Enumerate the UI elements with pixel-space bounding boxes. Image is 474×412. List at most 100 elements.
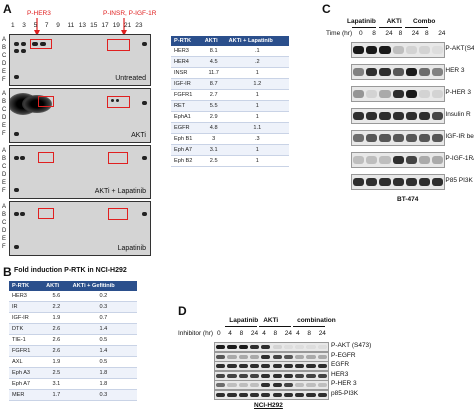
row-letter: A (2, 204, 7, 210)
group-underline (225, 326, 258, 327)
band (238, 383, 248, 387)
row-label: P-HER 3 (445, 89, 472, 96)
band (419, 68, 431, 76)
band (317, 345, 327, 349)
table-row: Eph A3 2.5 1.8 (9, 367, 137, 379)
array-caption: Lapatinib (117, 245, 146, 252)
table-row: RET 5.5 1 (171, 100, 289, 112)
band (261, 364, 271, 368)
table-cell: 1.4 (69, 345, 137, 357)
row-letter: A (2, 91, 7, 97)
blot-strip (214, 389, 329, 400)
band (366, 90, 378, 98)
table-cell: 3.1 (43, 378, 70, 390)
table-cell: HER4 (171, 56, 202, 68)
time-value: 4 (262, 330, 266, 337)
band (249, 373, 260, 378)
band (353, 134, 365, 142)
blot-strip (351, 174, 446, 190)
band (405, 90, 417, 98)
band (261, 392, 271, 397)
column-number: 21 (124, 22, 132, 29)
band (272, 364, 282, 368)
row-letter: D (2, 172, 7, 178)
row-letter: A (2, 148, 7, 154)
band (249, 345, 260, 349)
row-label: Insulin R (445, 111, 471, 118)
row-label: P-IGF-1R/IR (445, 155, 474, 162)
time-value: 8 (239, 330, 244, 337)
table-header: AKTi + Lapatinib (225, 36, 289, 46)
table-cell: 11.7 (201, 67, 226, 79)
table-cell: FGFR1 (9, 345, 44, 357)
panel-a-letter: A (3, 2, 12, 16)
band (366, 68, 378, 76)
group-label: combination (297, 317, 336, 324)
table-cell: 8.1 (201, 46, 226, 57)
table-cell: IGF-IR (9, 312, 44, 324)
cell-line-label: BT-474 (397, 196, 419, 203)
band (272, 383, 282, 387)
table-row: HER4 4.5.2 (171, 56, 289, 68)
table-cell: 1.2 (225, 78, 289, 90)
blot-strip (214, 361, 329, 371)
time-value: 4 (228, 330, 232, 337)
group-label: Lapatinib (347, 18, 376, 25)
table-cell: EphA1 (171, 111, 202, 123)
table-cell: 5.5 (201, 100, 226, 112)
band (419, 178, 431, 186)
band (216, 383, 226, 387)
table-cell: FGFR1 (171, 89, 202, 101)
row-label: P-AKT (S473) (331, 342, 372, 349)
table-row: IGF-IR 8.7 1.2 (171, 78, 289, 90)
band (432, 112, 444, 120)
band (419, 112, 431, 120)
band (283, 373, 294, 378)
band (419, 46, 431, 54)
band (392, 178, 404, 186)
blot-strip (214, 342, 329, 352)
band (227, 392, 237, 397)
band (249, 364, 260, 368)
arrowhead-her3 (34, 30, 40, 36)
group-label: Combo (413, 18, 436, 25)
band (238, 373, 248, 378)
row-label: HER 3 (445, 67, 465, 74)
row-letter: C (2, 220, 7, 226)
band (306, 354, 316, 359)
blot-strip (351, 108, 446, 124)
table-cell: 0.3 (69, 301, 137, 313)
band (249, 354, 260, 359)
row-letter: C (2, 107, 7, 113)
table-header: AKTi (43, 281, 70, 291)
table-cell: 8.7 (201, 78, 226, 90)
band (216, 373, 226, 378)
table-cell: 1.8 (69, 367, 137, 379)
red-arrows (34, 18, 127, 36)
table-cell: 1.1 (225, 122, 289, 134)
blot-strip (214, 351, 329, 362)
band (295, 354, 305, 359)
band (216, 354, 226, 359)
row-letter: B (2, 156, 7, 162)
table-cell: HER3 (9, 291, 44, 302)
band (295, 364, 305, 368)
column-number: 19 (112, 22, 120, 29)
row-letter: F (2, 77, 6, 83)
table-cell: EGFR (171, 122, 202, 134)
column-number: 23 (135, 22, 143, 29)
band (366, 156, 378, 164)
table-cell: 0.5 (69, 334, 137, 346)
band (249, 383, 260, 387)
band (353, 68, 365, 76)
array-lapatinib: Lapatinib (9, 201, 151, 256)
band (283, 392, 294, 397)
table-row: AXL 1.9 0.5 (9, 356, 137, 368)
band (272, 392, 282, 397)
inhibitor-label: Inhibitor (hr) (178, 330, 214, 337)
band (283, 354, 294, 359)
band (379, 46, 391, 54)
band (238, 364, 248, 368)
row-letter: E (2, 69, 7, 75)
band (392, 68, 404, 76)
